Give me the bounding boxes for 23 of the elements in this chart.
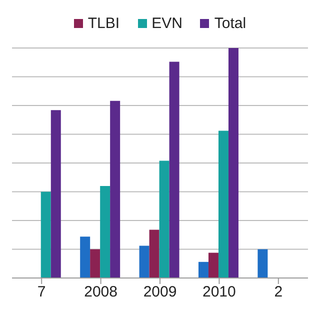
bar (169, 62, 180, 278)
bar (110, 100, 120, 278)
bar (218, 130, 228, 278)
x-tick-label: 2008 (84, 284, 118, 301)
bar (40, 192, 51, 278)
bar (139, 246, 150, 278)
legend-label: TLBI (88, 14, 120, 32)
x-tick-label: 7 (37, 284, 46, 301)
x-tick-label: 2010 (202, 284, 236, 301)
bar (198, 262, 208, 278)
bar (208, 252, 218, 278)
bar (90, 249, 100, 278)
x-tick-label: 2009 (143, 284, 177, 301)
bar (80, 236, 90, 278)
legend-label: EVN (152, 14, 182, 32)
bar (258, 249, 268, 278)
legend-label: Total (214, 14, 246, 32)
bar (228, 48, 238, 278)
bar (159, 160, 170, 278)
bar (100, 186, 110, 278)
bar (50, 110, 61, 278)
bar (149, 230, 160, 278)
x-tick-label: 2 (274, 284, 283, 301)
